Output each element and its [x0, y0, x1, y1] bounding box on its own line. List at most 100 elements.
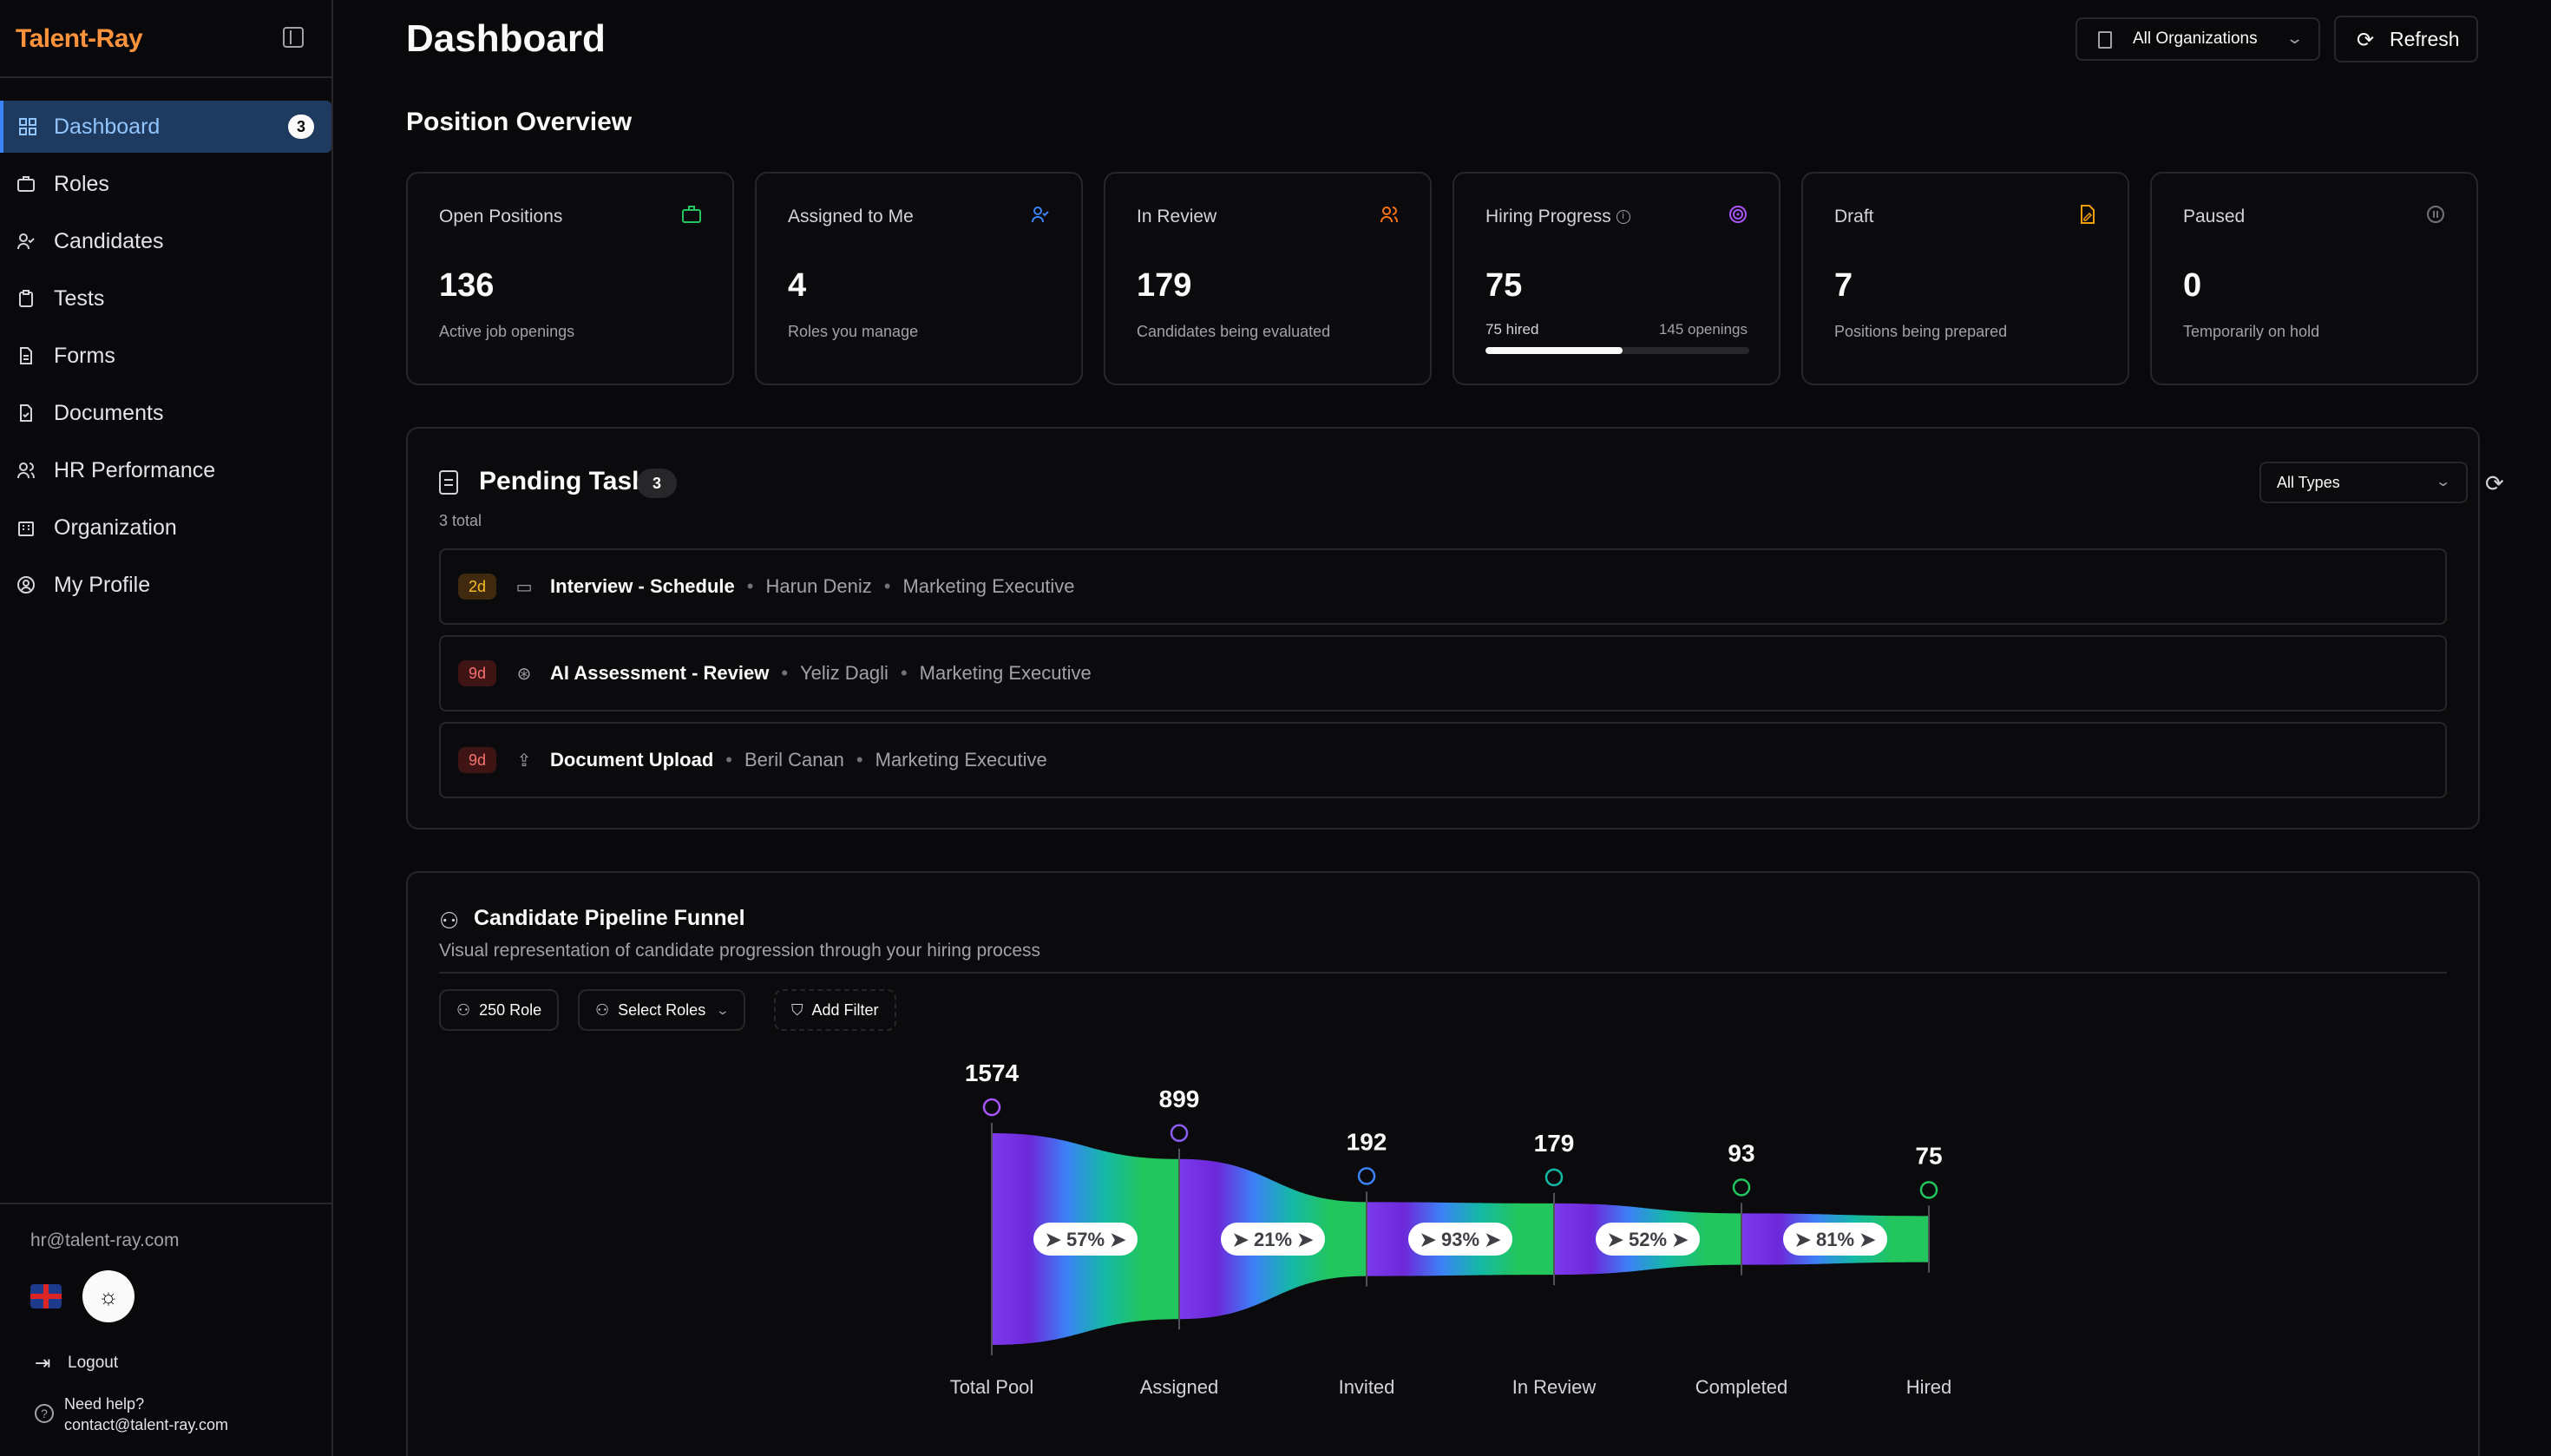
refresh-icon[interactable]: ⟳: [2485, 470, 2504, 496]
notification-badge: 3: [288, 115, 314, 139]
sidebar-item-my-profile[interactable]: My Profile: [0, 559, 333, 611]
logout-icon: ⇥: [35, 1352, 51, 1374]
task-candidate: Yeliz Dagli: [800, 662, 889, 684]
sidebar-toggle-icon[interactable]: [283, 27, 304, 48]
separator-dot: •: [900, 662, 908, 684]
roles-count-chip[interactable]: ⚇ 250 Role: [439, 989, 560, 1031]
brand-logo[interactable]: Talent-Ray: [16, 24, 143, 53]
check-circle-icon: [1732, 1178, 1751, 1197]
stage-label: Total Pool: [950, 1376, 1034, 1398]
help-title: Need help?: [64, 1395, 145, 1413]
organization-select[interactable]: All Organizations ⌄: [2076, 17, 2320, 61]
conversion-rate-pill: ➤ 81% ➤: [1783, 1223, 1887, 1256]
add-filter-label: Add Filter: [811, 1000, 879, 1019]
sidebar-item-label: Tests: [54, 285, 105, 311]
conversion-pill-bg: [1221, 1223, 1325, 1256]
task-type-select[interactable]: All Types ⌄: [2259, 462, 2468, 503]
target-icon: [1729, 206, 1747, 223]
conversion-rate-pill: ➤ 93% ➤: [1408, 1223, 1512, 1256]
separator-dot: •: [883, 575, 891, 597]
help-email[interactable]: contact@talent-ray.com: [64, 1416, 229, 1433]
brand-row: Talent-Ray: [0, 0, 331, 78]
sidebar-item-dashboard[interactable]: Dashboard 3: [0, 101, 331, 153]
task-name: Interview - Schedule: [550, 575, 735, 597]
stage-value: 75: [1915, 1142, 1942, 1169]
roles-count-label: 250 Role: [479, 1000, 542, 1019]
conversion-pill-bg: [1596, 1223, 1700, 1256]
file-edit-icon: [2081, 205, 2095, 224]
sidebar-item-label: Forms: [54, 343, 115, 368]
stat-card-draft[interactable]: Draft 7 Positions being prepared: [1801, 172, 2129, 385]
task-role: Marketing Executive: [919, 662, 1092, 684]
users-icon: [17, 462, 35, 479]
sidebar-item-forms[interactable]: Forms: [0, 330, 333, 382]
sidebar-item-label: My Profile: [54, 572, 151, 597]
conversion-rate-pill: ➤ 21% ➤: [1221, 1223, 1325, 1256]
stat-card-paused[interactable]: Paused 0 Temporarily on hold: [2150, 172, 2478, 385]
language-flag-icon[interactable]: [30, 1284, 62, 1308]
pending-tasks-card: Pending Tasks 3 3 total All Types ⌄ ⟳ 2d…: [406, 427, 2504, 830]
stat-subtitle: Temporarily on hold: [2183, 323, 2320, 340]
stat-subtitle: Roles you manage: [788, 323, 919, 340]
add-filter-button[interactable]: ⛉ Add Filter: [774, 989, 896, 1031]
stat-card-hiring-progress[interactable]: Hiring Progress i 75 75 hired 145 openin…: [1453, 172, 1780, 385]
stat-value: 179: [1137, 267, 1192, 304]
sidebar-item-hr-performance[interactable]: HR Performance: [0, 444, 333, 496]
filter-icon: ⛉: [791, 1000, 803, 1019]
chevron-down-icon: ⌄: [2434, 475, 2451, 489]
stage-value: 1574: [965, 1059, 1020, 1086]
theme-toggle-button[interactable]: ☼: [82, 1270, 134, 1322]
stat-card-assigned-to-me[interactable]: Assigned to Me 4 Roles you manage: [755, 172, 1083, 385]
clipboard-icon: [19, 290, 33, 307]
user-check-icon: ⚇: [439, 908, 460, 934]
task-role: Marketing Executive: [902, 575, 1075, 597]
separator-dot: •: [725, 749, 732, 771]
pipeline-funnel-card: ⚇ Candidate Pipeline Funnel Visual repre…: [406, 871, 2480, 1456]
users-icon: [1380, 207, 1398, 223]
select-roles-label: Select Roles: [618, 1000, 706, 1019]
logout-button[interactable]: ⇥ Logout: [35, 1352, 118, 1374]
mail-icon: [1357, 1167, 1376, 1185]
conversion-rate: ➤ 57% ➤: [1045, 1229, 1126, 1250]
sidebar-item-tests[interactable]: Tests: [0, 272, 333, 325]
pipeline-funnel-description: Visual representation of candidate progr…: [439, 941, 1041, 961]
sidebar-item-roles[interactable]: Roles: [0, 158, 333, 210]
sidebar-item-organization[interactable]: Organization: [0, 502, 333, 554]
funnel-chart: 1574 Total Pool 899 Assigned 192 Invited 179 In…: [950, 1059, 1952, 1398]
pending-tasks-title: Pending Tasks: [479, 467, 661, 495]
stat-value: 136: [439, 267, 495, 304]
hiring-progress-bar: [1485, 347, 1749, 354]
stat-label: Draft: [1834, 207, 1874, 226]
user-email: hr@talent-ray.com: [30, 1230, 180, 1250]
sidebar-item-candidates[interactable]: Candidates: [0, 215, 333, 267]
stat-card-open-positions[interactable]: Open Positions 136 Active job openings: [406, 172, 734, 385]
conversion-rate: ➤ 21% ➤: [1232, 1229, 1314, 1250]
page-title: Dashboard: [406, 17, 606, 60]
sidebar-item-label: Dashboard: [54, 114, 161, 139]
sidebar-item-label: HR Performance: [54, 457, 216, 482]
stage-value: 899: [1159, 1085, 1200, 1112]
refresh-label: Refresh: [2390, 27, 2460, 50]
video-icon: ▭: [515, 577, 533, 597]
pause-circle-icon: [2427, 206, 2444, 223]
sidebar-item-documents[interactable]: Documents: [0, 387, 333, 439]
separator-dot: •: [781, 662, 789, 684]
task-row[interactable]: 2d ▭ Interview - Schedule • Harun Deniz …: [439, 548, 2447, 625]
divider: [439, 972, 2447, 974]
select-roles-dropdown[interactable]: ⚇ Select Roles ⌄: [578, 989, 745, 1031]
conversion-rate: ➤ 81% ➤: [1794, 1229, 1876, 1250]
task-row[interactable]: 9d ⇪ Document Upload • Beril Canan • Mar…: [439, 722, 2447, 798]
task-candidate: Harun Deniz: [765, 575, 872, 597]
position-overview-title: Position Overview: [406, 108, 633, 136]
main-content: Dashboard All Organizations ⌄ ⟳ Refresh …: [333, 0, 2551, 1456]
pending-tasks-count-badge: 3: [637, 469, 677, 498]
stat-card-in-review[interactable]: In Review 179 Candidates being evaluated: [1104, 172, 1432, 385]
conversion-rate: ➤ 93% ➤: [1420, 1229, 1501, 1250]
refresh-button[interactable]: ⟳ Refresh: [2334, 16, 2478, 62]
help-contact[interactable]: ? Need help? contact@talent-ray.com: [35, 1394, 228, 1435]
task-row[interactable]: 9d ⊛ AI Assessment - Review • Yeliz Dagl…: [439, 635, 2447, 712]
conversion-rate: ➤ 52% ➤: [1607, 1229, 1689, 1250]
sidebar: Talent-Ray Dashboard 3 Roles Candidates …: [0, 0, 333, 1456]
sidebar-item-label: Roles: [54, 171, 109, 196]
